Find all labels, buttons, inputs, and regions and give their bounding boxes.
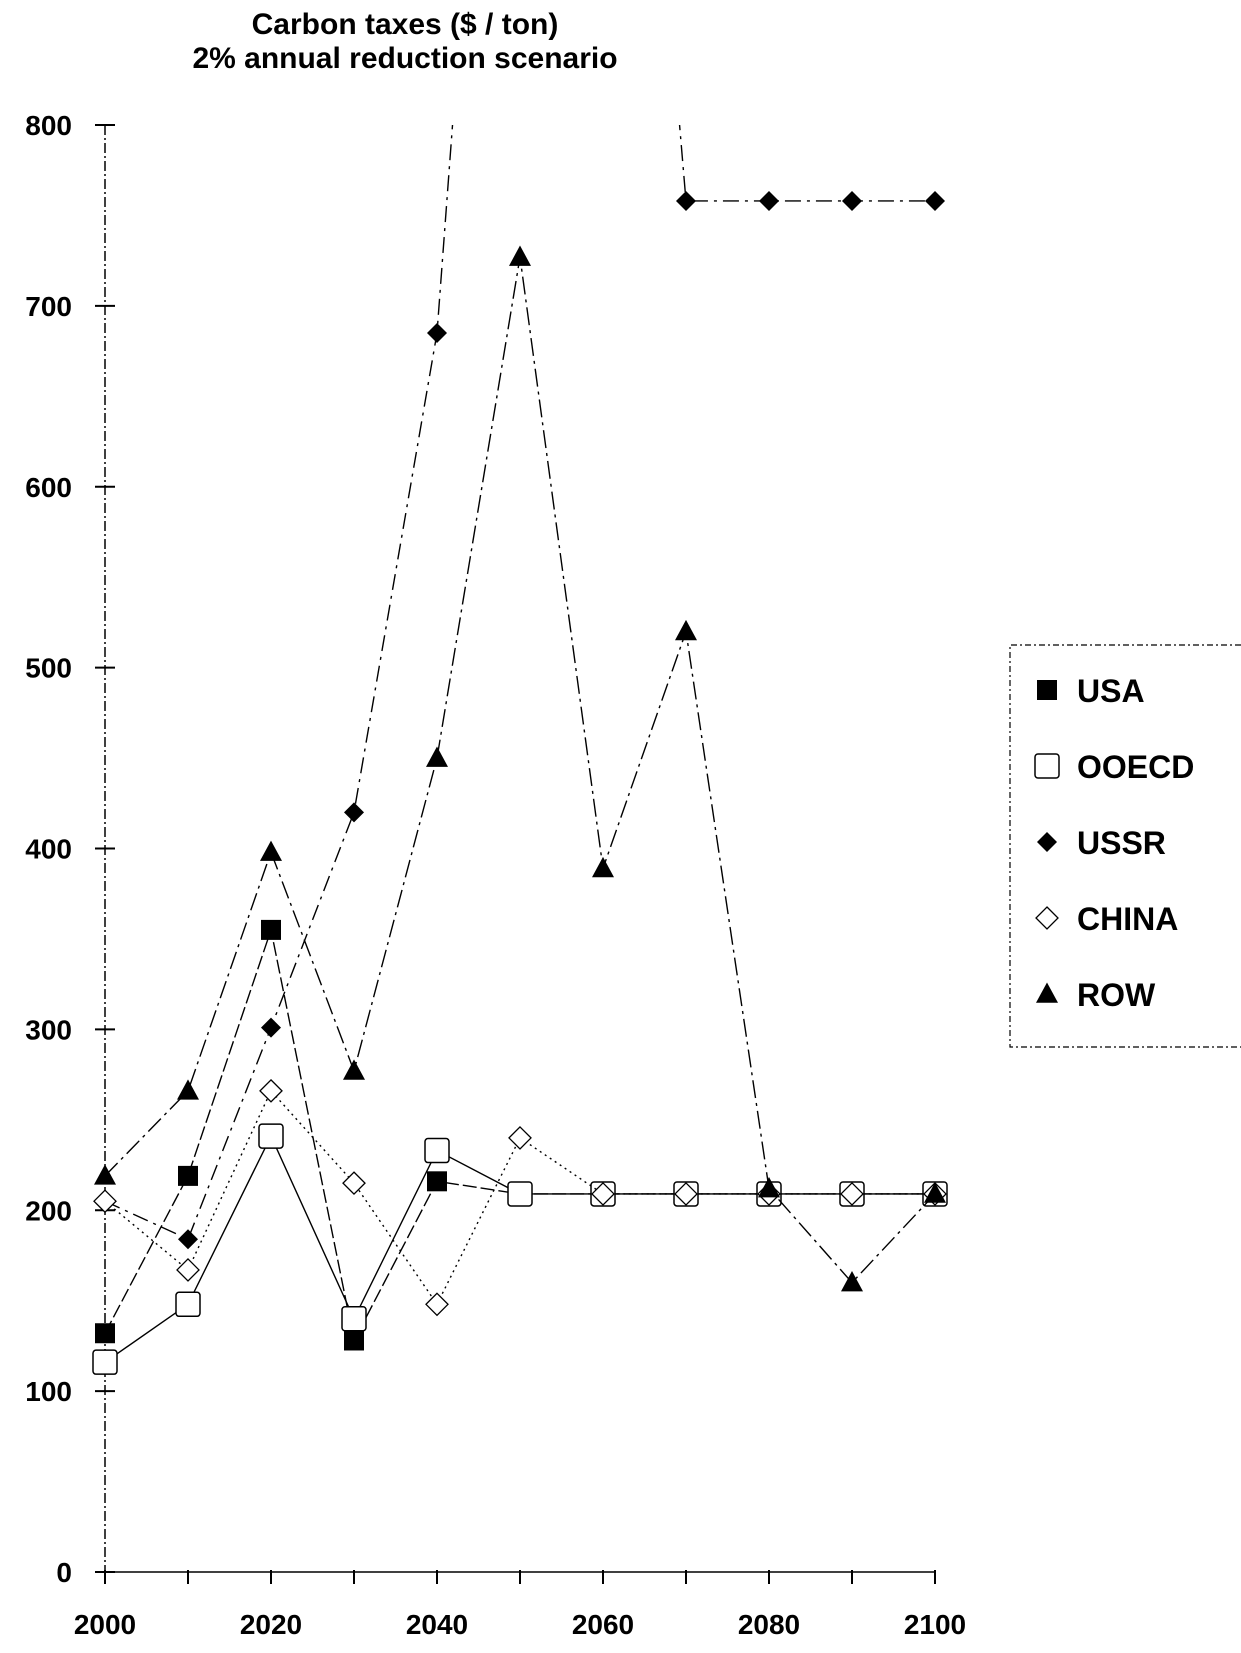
legend-label-usa: USA bbox=[1077, 673, 1145, 709]
data-point-usa bbox=[427, 1171, 447, 1192]
data-point-usa bbox=[178, 1165, 198, 1186]
chart-subtitle: 2% annual reduction scenario bbox=[192, 42, 618, 75]
legend-label-ussr: USSR bbox=[1077, 825, 1166, 861]
series-line-ussr bbox=[104, 125, 935, 1241]
data-point-ooecd bbox=[258, 1123, 284, 1149]
data-point-ussr bbox=[676, 190, 696, 211]
series-ooecd bbox=[92, 1123, 948, 1375]
x-tick-label: 2100 bbox=[904, 1609, 966, 1640]
data-point-china bbox=[93, 1189, 117, 1214]
data-point-row bbox=[426, 746, 448, 767]
data-point-ussr bbox=[759, 190, 779, 211]
legend-item-usa: USA bbox=[1037, 673, 1145, 709]
data-point-ussr bbox=[178, 1229, 198, 1250]
legend-marker-ussr bbox=[1037, 832, 1057, 852]
data-point-ooecd bbox=[424, 1137, 450, 1164]
axes: 0 100 200 300 400 500 600 700 800 2000 2020 2040 206… bbox=[25, 110, 966, 1640]
data-point-row bbox=[841, 1271, 863, 1292]
legend-marker-usa bbox=[1037, 680, 1057, 700]
legend-label-china: CHINA bbox=[1077, 901, 1178, 937]
data-point-usa bbox=[344, 1330, 364, 1351]
series-china bbox=[93, 1078, 947, 1317]
data-point-ooecd bbox=[175, 1291, 201, 1318]
data-point-china bbox=[591, 1182, 615, 1206]
legend-marker-row bbox=[1036, 982, 1058, 1003]
x-tick-label: 2060 bbox=[572, 1609, 634, 1640]
legend-label-row: ROW bbox=[1077, 977, 1156, 1013]
data-point-china bbox=[674, 1182, 698, 1206]
data-point-ooecd bbox=[507, 1181, 533, 1207]
series-layer bbox=[92, 125, 948, 1375]
data-point-china bbox=[840, 1182, 864, 1206]
y-tick-label: 200 bbox=[25, 1195, 72, 1226]
data-point-row bbox=[592, 856, 614, 878]
data-point-row bbox=[509, 245, 531, 266]
data-point-row bbox=[675, 619, 697, 641]
legend-item-row: ROW bbox=[1036, 977, 1156, 1013]
data-point-row bbox=[94, 1164, 116, 1185]
data-point-row bbox=[343, 1059, 365, 1080]
legend-item-ooecd: OOECD bbox=[1034, 749, 1194, 785]
y-tick-label: 800 bbox=[25, 110, 72, 141]
data-point-ussr bbox=[344, 802, 364, 823]
y-tick-label: 400 bbox=[25, 834, 72, 865]
legend: USA OOECD USSR CHINA ROW bbox=[1009, 644, 1241, 1048]
legend-label-ooecd: OOECD bbox=[1077, 749, 1194, 785]
chart-title: Carbon taxes ($ / ton) bbox=[251, 8, 559, 41]
x-tick-label: 2040 bbox=[406, 1609, 468, 1640]
data-point-china bbox=[425, 1292, 449, 1317]
legend-marker-china bbox=[1035, 906, 1059, 930]
y-tick-label: 700 bbox=[25, 291, 72, 322]
data-point-row bbox=[177, 1079, 199, 1100]
chart-title-block: Carbon taxes ($ / ton) 2% annual reducti… bbox=[0, 8, 810, 76]
y-tick-label: 100 bbox=[25, 1376, 72, 1407]
data-point-usa bbox=[95, 1323, 115, 1344]
data-point-ooecd bbox=[341, 1306, 367, 1332]
data-point-ussr bbox=[842, 190, 862, 211]
series-row bbox=[94, 245, 946, 1292]
series-line-ooecd bbox=[104, 1134, 935, 1363]
legend-frame bbox=[1009, 644, 1241, 1048]
data-point-china bbox=[342, 1171, 366, 1196]
y-tick-label: 300 bbox=[25, 1014, 72, 1045]
legend-item-ussr: USSR bbox=[1037, 825, 1166, 861]
data-point-row bbox=[758, 1176, 780, 1198]
data-point-ussr bbox=[261, 1017, 281, 1038]
series-ussr bbox=[95, 125, 945, 1250]
data-point-row bbox=[260, 840, 282, 861]
data-point-ooecd bbox=[92, 1349, 118, 1375]
y-tick-label: 600 bbox=[25, 472, 72, 503]
y-tick-label: 500 bbox=[25, 653, 72, 684]
legend-marker-ooecd bbox=[1034, 753, 1060, 779]
y-tick-label: 0 bbox=[56, 1557, 72, 1588]
data-point-usa bbox=[261, 919, 281, 940]
legend-item-china: CHINA bbox=[1035, 901, 1178, 937]
data-point-china bbox=[176, 1258, 200, 1282]
data-point-china bbox=[259, 1078, 283, 1103]
data-point-ussr bbox=[925, 190, 945, 211]
data-point-china bbox=[508, 1125, 532, 1150]
x-tick-label: 2020 bbox=[240, 1609, 302, 1640]
x-tick-label: 2000 bbox=[74, 1609, 136, 1640]
data-point-ussr bbox=[427, 323, 447, 344]
data-point-row bbox=[924, 1182, 946, 1203]
x-tick-label: 2080 bbox=[738, 1609, 800, 1640]
